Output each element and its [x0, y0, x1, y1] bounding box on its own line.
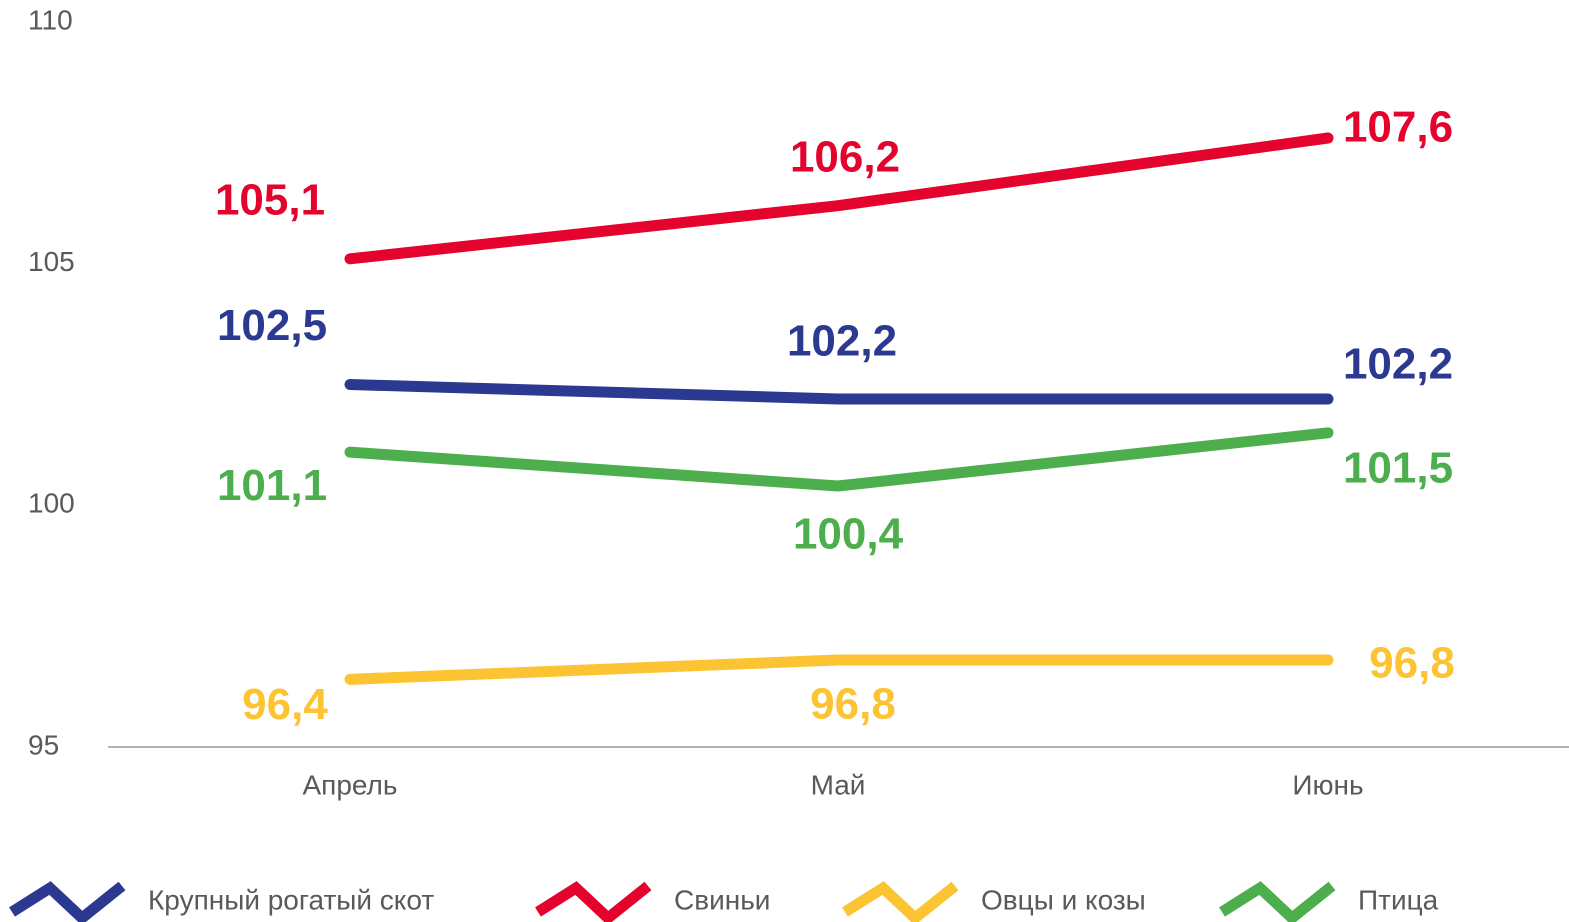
legend-label: Овцы и козы [981, 884, 1146, 915]
value-label: 102,2 [1343, 340, 1453, 389]
series-line [344, 132, 1334, 265]
y-tick-label: 105 [28, 246, 75, 277]
y-tick-label: 100 [28, 488, 75, 519]
legend-label: Свиньи [674, 884, 770, 915]
value-label: 100,4 [793, 510, 904, 559]
series-line [344, 654, 1334, 685]
value-label: 107,6 [1343, 103, 1453, 152]
value-label: 101,1 [217, 461, 327, 510]
y-tick-label: 95 [28, 729, 59, 760]
value-label: 96,8 [810, 680, 896, 729]
legend-label: Птица [1358, 884, 1439, 915]
x-tick-label: Май [811, 769, 866, 800]
legend-label: Крупный рогатый скот [148, 884, 434, 915]
legend-icon [9, 881, 126, 922]
legend-icon [535, 881, 652, 922]
value-label: 96,8 [1369, 639, 1455, 688]
value-label: 106,2 [790, 132, 900, 181]
x-tick-label: Июнь [1292, 769, 1363, 800]
legend-icon [842, 881, 959, 922]
value-label: 101,5 [1343, 443, 1453, 492]
value-label: 102,2 [787, 317, 897, 366]
value-label: 105,1 [215, 175, 325, 224]
value-label: 96,4 [242, 680, 328, 729]
x-tick-label: Апрель [303, 769, 398, 800]
series-line [344, 379, 1334, 405]
series-line [344, 427, 1334, 492]
legend-icon [1219, 881, 1336, 922]
value-label: 102,5 [217, 301, 327, 350]
y-tick-label: 110 [28, 4, 73, 35]
